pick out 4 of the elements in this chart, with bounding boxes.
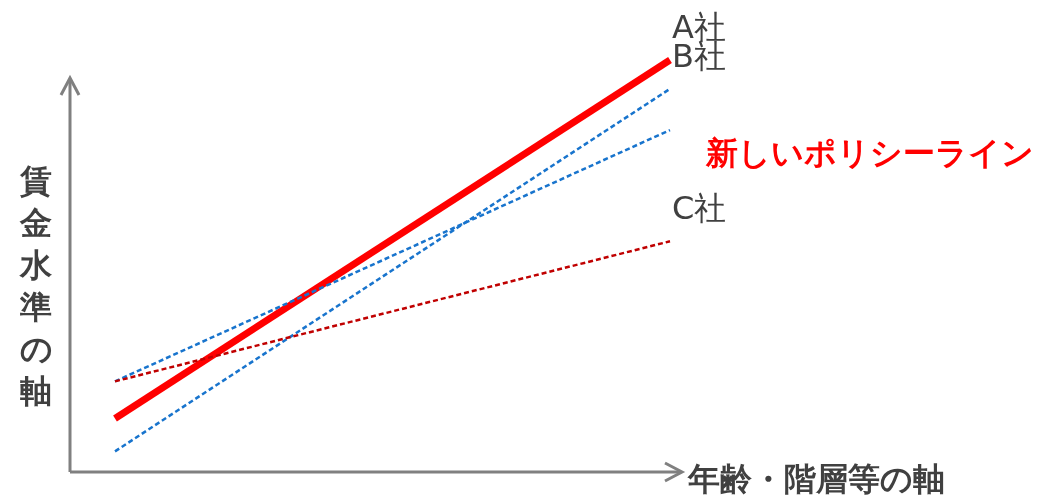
series-label: C社 [672,189,727,228]
annotation: 新しいポリシーライン [705,134,1034,172]
y-axis-title: 賃金水準の軸 [19,162,53,410]
x-axis-title: 年齢・階層等の軸 [687,460,945,498]
